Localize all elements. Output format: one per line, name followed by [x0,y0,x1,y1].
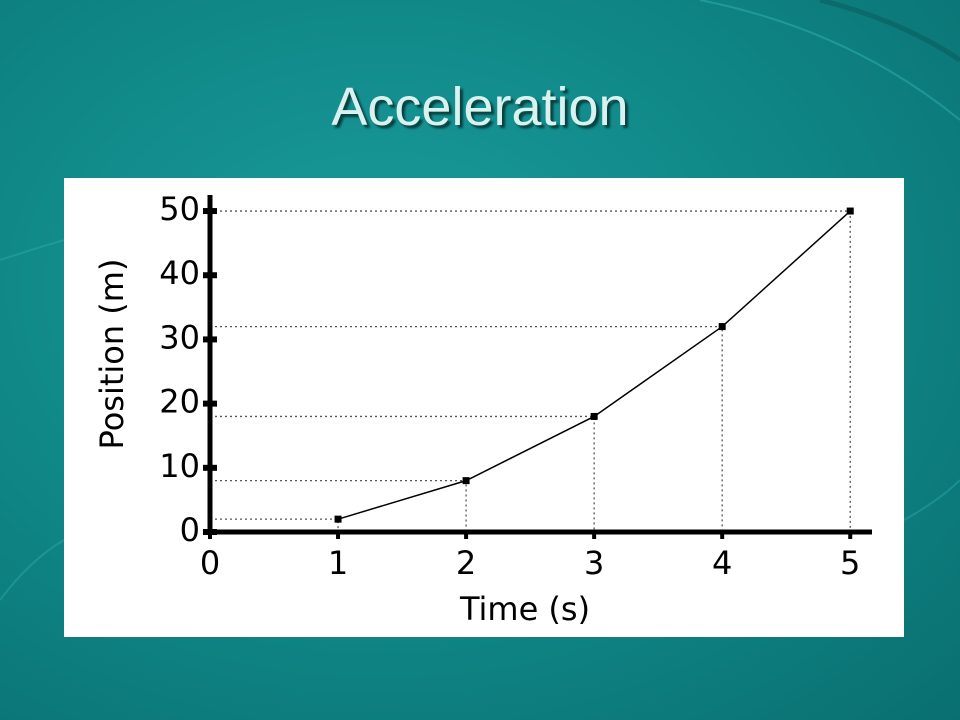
x-axis-title: Time (s) [459,590,590,628]
y-tick-label: 10 [159,447,200,485]
y-tick-label: 0 [180,511,200,549]
x-tick-label: 2 [456,544,476,582]
x-tick-label: 1 [328,544,348,582]
y-tick-label: 50 [159,190,200,228]
data-point [334,515,342,523]
slide-title: Acceleration [331,77,629,137]
x-tick-label: 3 [584,544,604,582]
y-tick-label: 30 [159,318,200,356]
data-point [846,207,854,215]
chart-background [64,178,904,637]
guide-line [210,325,723,532]
data-point [718,323,726,331]
guide-line [210,415,595,532]
data-point [590,412,598,420]
data-point [462,477,470,485]
y-tick-label: 20 [159,383,200,421]
x-tick-label: 0 [200,544,220,582]
y-axis-title: Position (m) [93,259,131,450]
x-tick-label: 4 [712,544,732,582]
y-tick-label: 40 [159,254,200,292]
x-tick-label: 5 [840,544,860,582]
guide-line [210,518,339,532]
